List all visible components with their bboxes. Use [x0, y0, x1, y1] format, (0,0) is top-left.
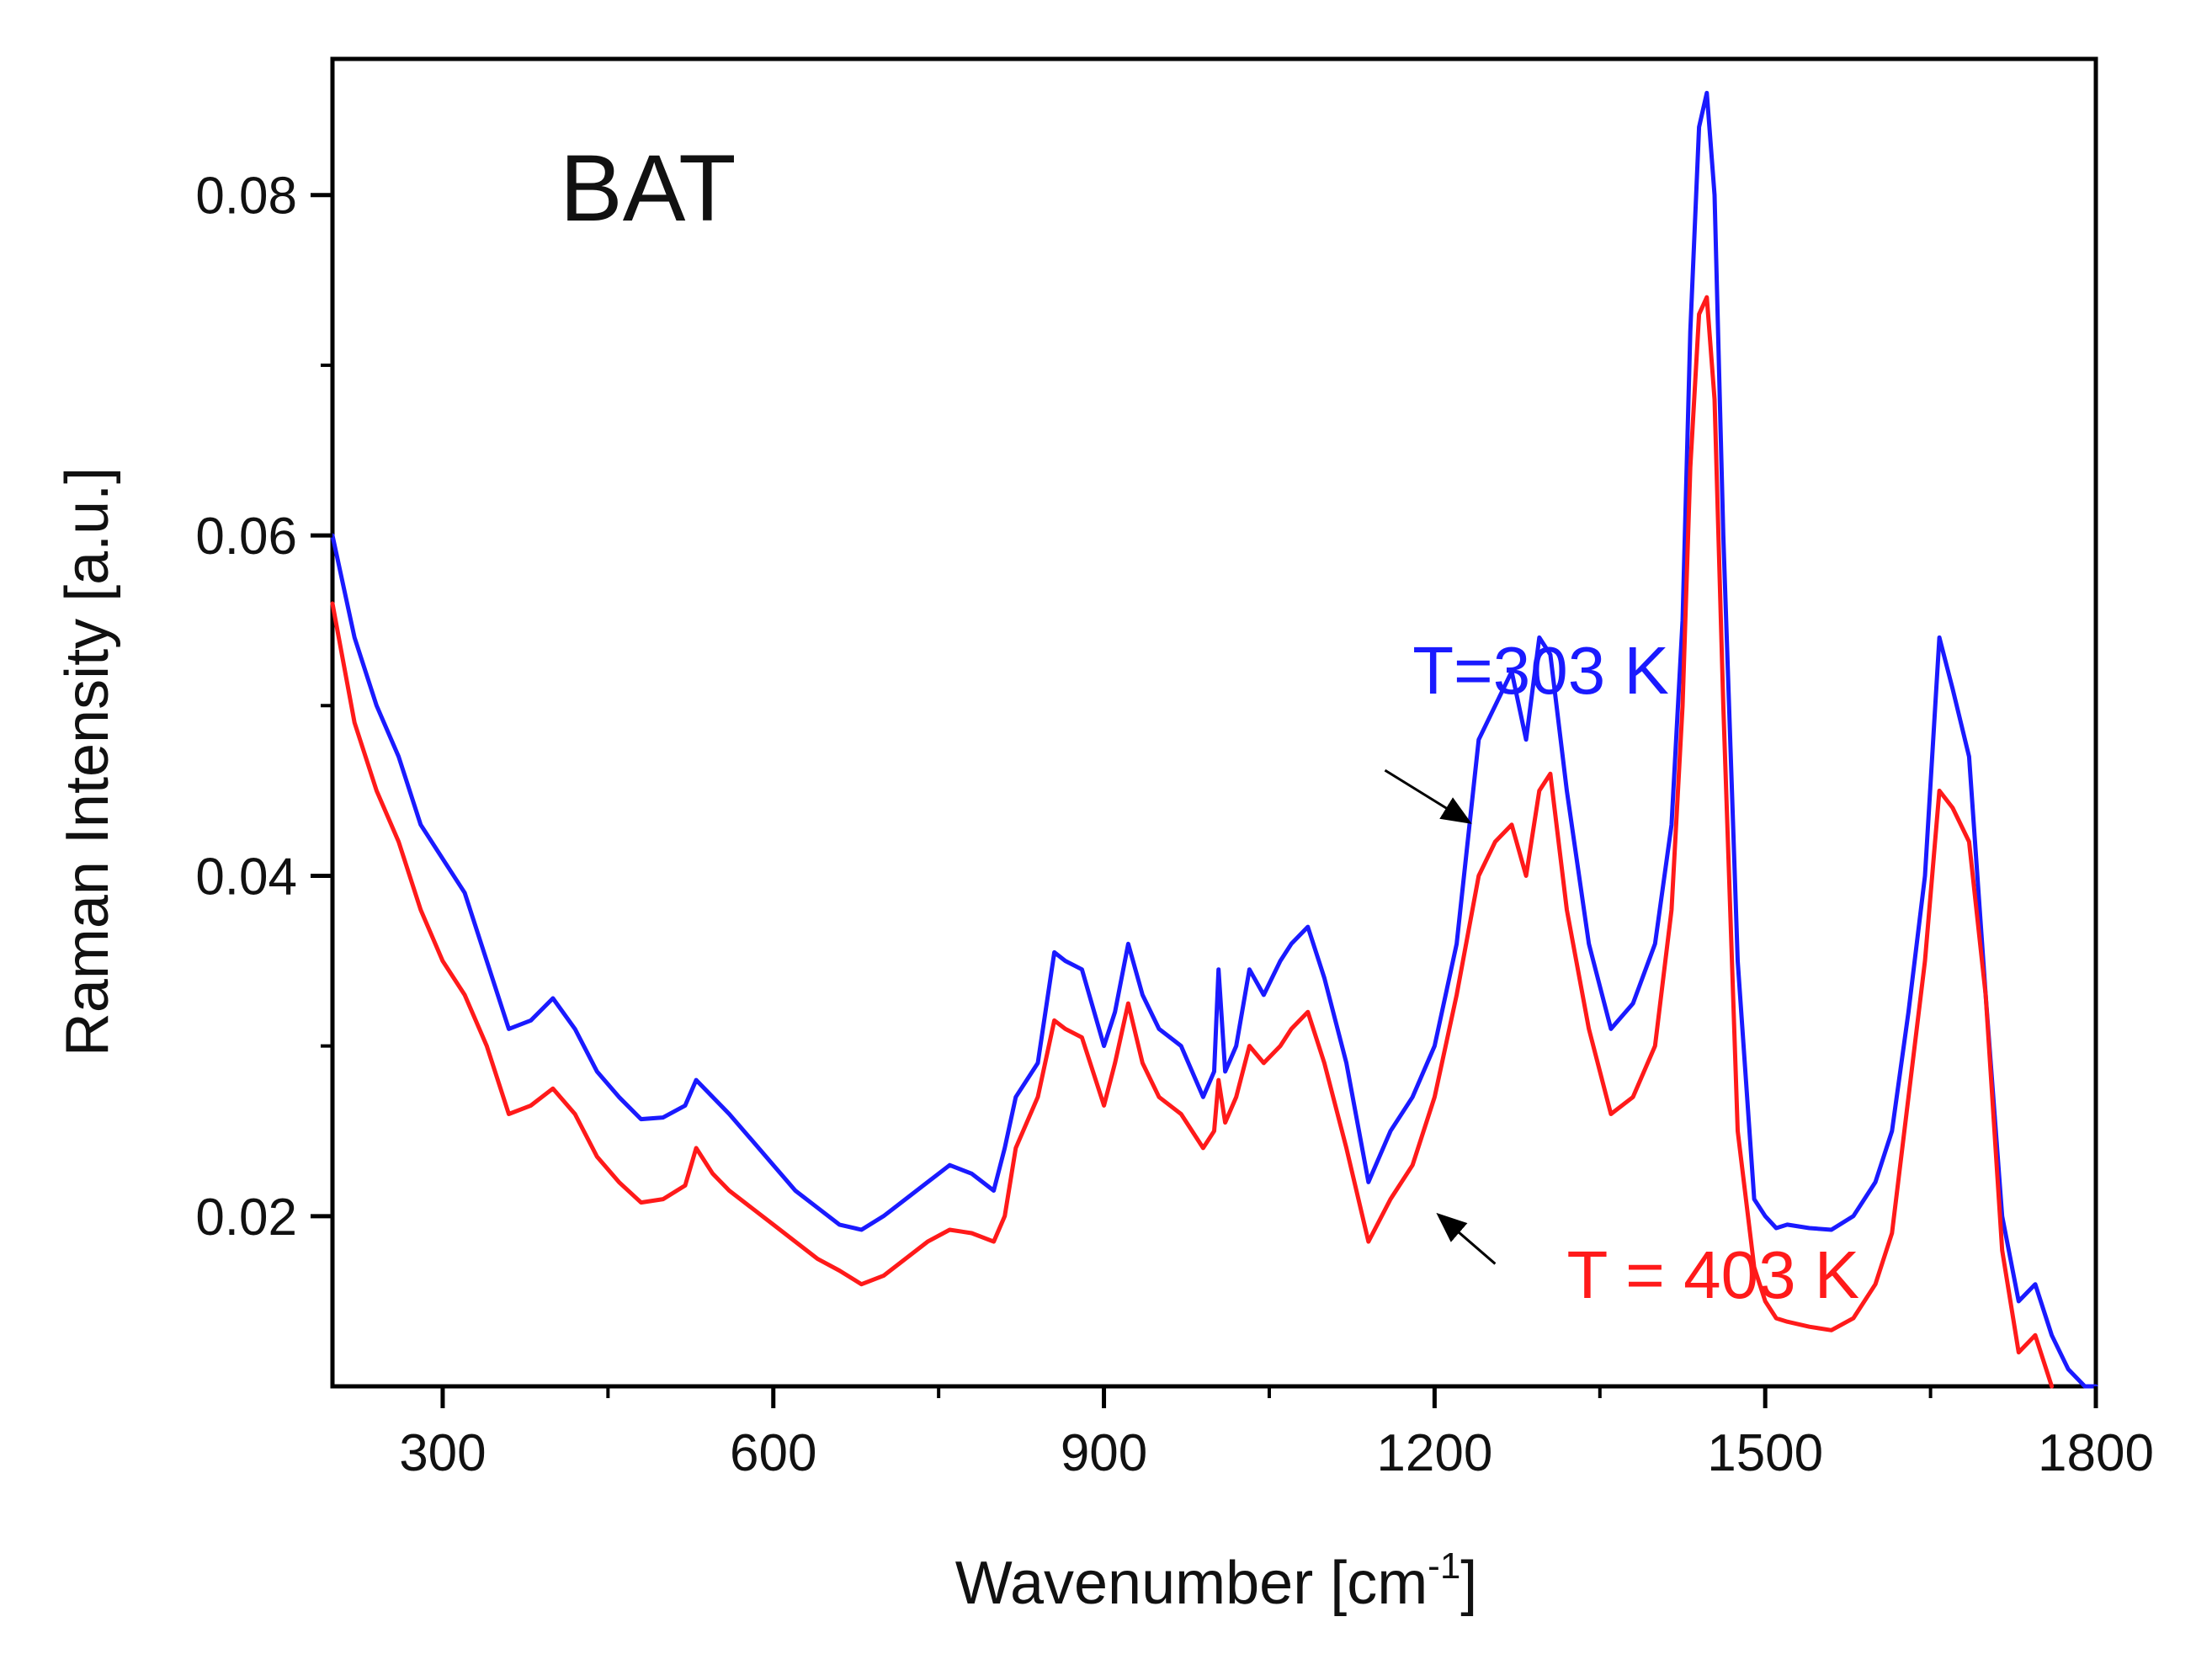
annotation-t303-arrow [1384, 769, 1472, 824]
y-tick-label: 0.02 [195, 1189, 297, 1247]
y-tick-label: 0.08 [195, 168, 297, 226]
x-tick-label: 1500 [1707, 1424, 1823, 1482]
x-tick-label: 900 [1061, 1424, 1147, 1482]
x-tick-label: 300 [399, 1424, 486, 1482]
annotation-t403-arrow [1436, 1212, 1497, 1265]
x-tick-label: 1800 [2038, 1424, 2154, 1482]
y-tick-label: 0.06 [195, 508, 297, 566]
panel-title: BAT [560, 136, 736, 241]
plot-frame [330, 56, 2098, 1389]
annotation-t403-label: T = 403 K [1567, 1237, 1860, 1312]
x-tick-label: 1200 [1376, 1424, 1492, 1482]
tick-layer: 300 600 900 1200 1500 1800 0.02 0.04 0.06 0.08 [195, 168, 2154, 1482]
x-axis-title: Wavenumber [cm-1] [955, 1545, 1478, 1617]
y-tick-label: 0.04 [195, 848, 297, 906]
y-axis-title: Raman Intensity [a.u.] [54, 467, 121, 1056]
series-line-t403 [330, 295, 2055, 1389]
series-layer [330, 90, 2098, 1389]
annotation-t303-label: T=303 K [1412, 633, 1669, 708]
x-tick-label: 600 [730, 1424, 816, 1482]
annotation-layer: T=303 K T = 403 K [1384, 633, 1860, 1312]
series-line-t303 [330, 90, 2098, 1389]
